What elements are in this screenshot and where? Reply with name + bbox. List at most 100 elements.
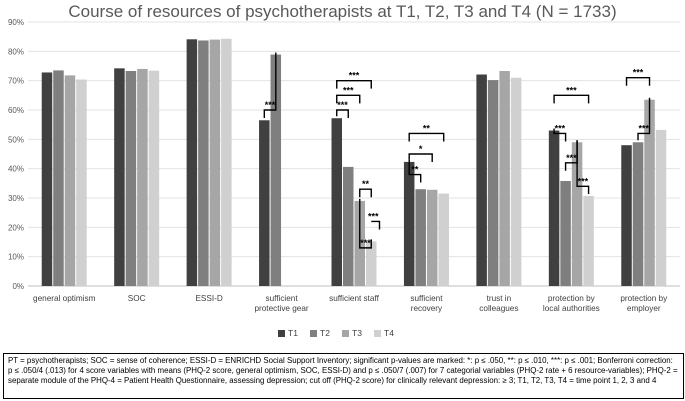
bar-t3-1 [137,68,148,286]
bracket-line [576,140,590,194]
significance-brackets: ****************************************… [263,52,651,249]
bar-t3-2 [209,39,221,286]
bar-t4-2 [221,38,232,286]
bar-t2-6 [487,80,499,286]
bar-t2-1 [125,70,137,286]
bar-t4-0 [76,79,87,286]
bar-t2-8 [632,142,644,286]
bar-t4-1 [148,70,160,287]
significance-label: * [419,144,423,154]
y-tick-label: 10% [8,253,24,262]
bar-t2-5 [415,189,426,286]
x-tick-label: sufficient [265,294,298,303]
bar-t1-4 [331,118,342,286]
x-tick-label: local authorities [543,304,600,313]
bars [41,38,667,287]
significance-bracket: *** [263,52,277,118]
significance-label: *** [555,123,566,133]
x-tick-label: sufficient staff [329,294,379,303]
significance-bracket: *** [625,68,651,86]
bracket-line [359,198,372,249]
gridlines [28,21,680,287]
bar-chart: ****************************************… [8,18,680,338]
bracket-line [553,128,567,142]
bar-t4-5 [438,193,449,286]
significance-bracket: *** [576,140,590,194]
legend: T1 T2 T3 T4 [278,328,394,338]
bar-t1-5 [403,161,415,286]
bracket-line [553,94,590,104]
legend-item-t1: T1 [278,328,298,338]
y-tick-label: 60% [8,106,24,115]
x-tick-label: SOC [128,294,146,303]
legend-item-t3: T3 [342,328,362,338]
y-tick-label: 30% [8,194,24,203]
legend-swatch [374,330,381,337]
significance-label: *** [337,100,348,110]
significance-bracket: *** [336,71,372,89]
bracket-line [408,132,445,142]
significance-bracket: ** [359,179,372,198]
significance-label: *** [343,85,354,95]
significance-label: *** [368,211,379,221]
y-tick-label: 20% [8,223,24,232]
bracket-line [336,79,372,89]
bar-t1-2 [186,39,198,286]
y-tick-label: 70% [8,77,24,86]
x-tick-label: trust in [487,294,512,303]
significance-bracket: * [408,144,433,162]
x-tick-label: protection by [548,294,596,303]
significance-bracket: *** [637,97,651,141]
significance-bracket: *** [368,211,381,230]
chart-title: Course of resources of psychotherapists … [68,2,617,21]
significance-label: *** [639,123,650,133]
bar-t3-5 [426,189,438,286]
significance-label: ** [362,179,370,189]
y-tick-label: 0% [12,282,24,291]
bracket-line [408,153,433,162]
bar-t1-3 [259,120,270,287]
bracket-line [263,52,277,118]
bracket-line [371,220,381,230]
legend-label: T3 [352,328,362,338]
significance-label: *** [349,71,360,81]
bracket-line [336,94,361,104]
significance-label: ** [423,123,431,133]
significance-label: *** [566,153,577,163]
legend-swatch [278,330,285,337]
bracket-line [408,159,422,183]
significance-bracket: *** [553,123,567,142]
bar-t3-8 [644,99,655,286]
bar-t1-7 [548,130,560,286]
bar-t4-8 [655,129,667,286]
legend-item-t4: T4 [374,328,394,338]
x-tick-label: employer [627,304,661,313]
significance-bracket: *** [336,85,361,104]
significance-label: *** [566,85,577,95]
significance-bracket: *** [553,85,590,104]
legend-label: T2 [320,328,330,338]
axis-labels: 0% 10% 20% 30% 40% 50% 60% 70% 80% 90% general opt… [8,18,668,313]
x-tick-label: colleagues [479,304,518,313]
bar-t2-0 [53,70,64,287]
bar-t3-7 [571,142,583,286]
bar-t4-7 [583,195,594,286]
x-tick-label: sufficient [410,294,443,303]
bar-t4-6 [510,77,522,286]
bar-t2-7 [560,180,571,286]
bar-t2-4 [343,166,354,286]
y-tick-label: 50% [8,135,24,144]
bar-t3-0 [64,75,76,287]
significance-label: *** [633,68,644,78]
significance-label: ** [411,165,419,175]
bar-t2-2 [198,40,209,287]
legend-label: T1 [288,328,298,338]
legend-label: T4 [384,328,394,338]
y-tick-label: 90% [8,18,24,27]
bracket-line [359,188,372,198]
significance-bracket: ** [408,159,422,183]
bar-t2-3 [270,54,282,287]
bar-t1-8 [621,145,632,286]
significance-bracket: ** [408,123,445,142]
x-tick-label: recovery [411,304,443,313]
